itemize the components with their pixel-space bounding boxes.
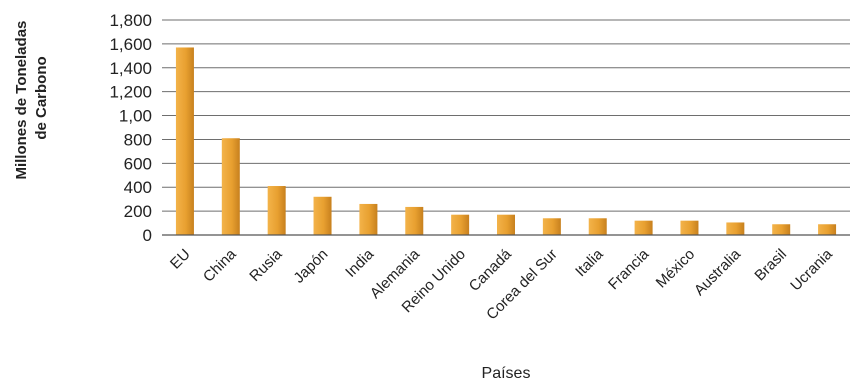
bar-india (359, 203, 378, 235)
x-tick-label: Japón (290, 246, 331, 287)
bar-brasil (772, 224, 791, 235)
bar-rusia (267, 186, 286, 235)
bar-italia (588, 218, 607, 235)
y-tick-label: 200 (124, 202, 152, 221)
bar-méxico (680, 220, 699, 235)
x-axis-title: Países (482, 365, 531, 382)
bar-corea-del-sur (542, 218, 561, 235)
bar-eu (175, 47, 194, 235)
x-tick-label: Brasil (751, 246, 790, 285)
y-tick-label: 0 (143, 226, 152, 245)
x-tick-label: México (653, 246, 699, 292)
x-tick-label: China (200, 245, 240, 285)
bar-alemania (405, 206, 424, 235)
x-tick-label: India (342, 245, 377, 280)
x-tick-label: EU (167, 246, 194, 273)
y-tick-label: 800 (124, 130, 152, 149)
bar-china (221, 138, 240, 235)
y-tick-label: 600 (124, 154, 152, 173)
x-tick-label: Francia (605, 245, 653, 293)
y-axis-title-line-2: de Carbono (33, 56, 50, 139)
y-tick-label: 1,200 (109, 83, 152, 102)
bar-canadá (497, 214, 515, 235)
y-tick-label: 1,600 (109, 35, 152, 54)
bar-francia (634, 220, 653, 235)
bar-ucrania (818, 224, 837, 235)
y-axis-title-line-1: Millones de Toneladas (13, 21, 30, 180)
y-tick-label: 1,00 (119, 107, 152, 126)
x-tick-label: Ucrania (787, 245, 836, 294)
y-axis-title: Millones de Toneladas de Carbono (13, 16, 50, 179)
bars (175, 47, 837, 235)
x-tick-label: Australia (691, 245, 745, 299)
x-tick-label: Italia (572, 245, 607, 280)
y-axis-ticks: 0 200 400 600 800 1,00 1,200 1,400 1,600 1,800 (109, 11, 152, 245)
bar-reino-unido (451, 214, 470, 235)
y-tick-label: 1,800 (109, 11, 152, 30)
x-tick-label: Rusia (246, 245, 286, 285)
bar-japón (313, 196, 332, 235)
bar-australia (726, 222, 745, 235)
y-tick-label: 1,400 (109, 59, 152, 78)
grid-lines (162, 19, 850, 212)
y-tick-label: 400 (124, 178, 152, 197)
